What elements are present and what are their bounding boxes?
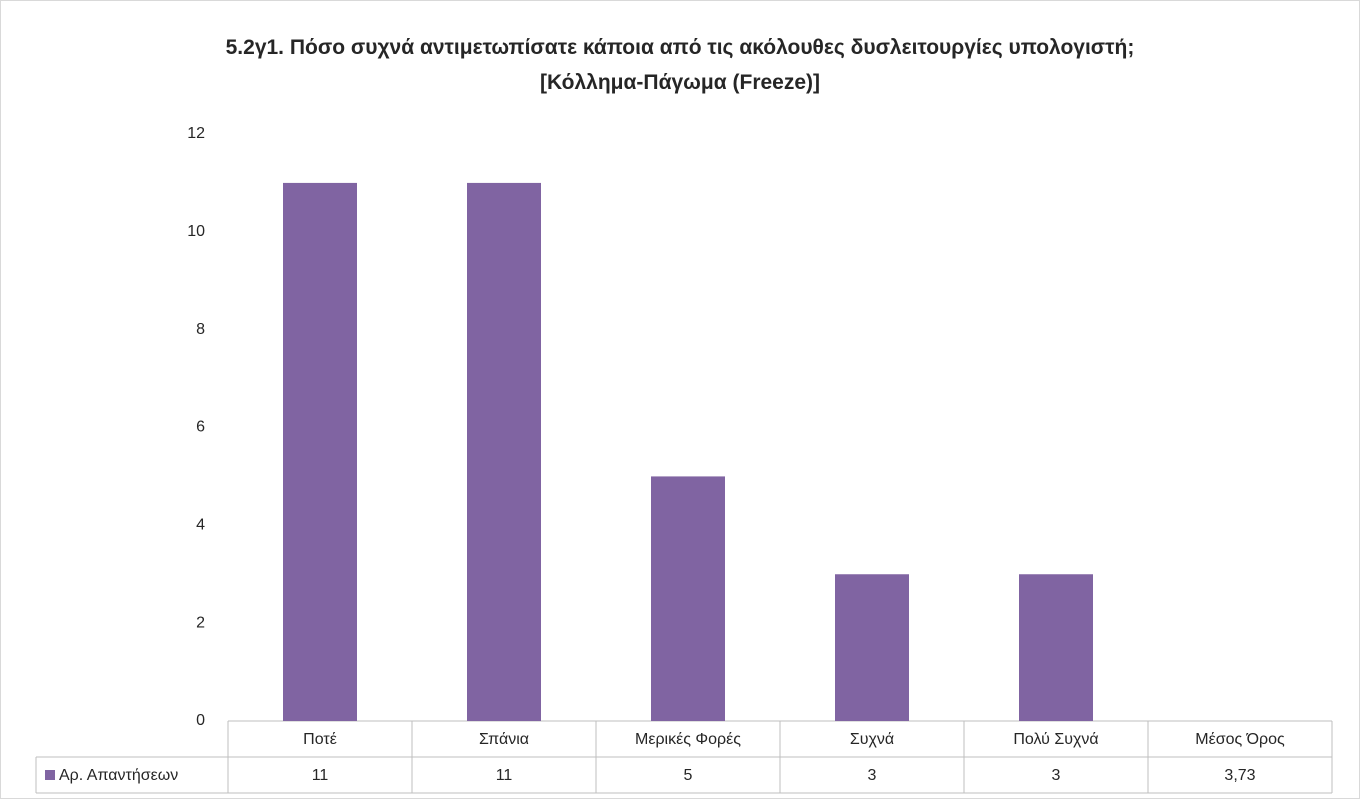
x-tick-label: Πολύ Συχνά [1013,731,1098,748]
table-cell: 3,73 [1224,767,1255,784]
y-tick-label: 2 [196,614,205,631]
y-tick-label: 6 [196,419,205,436]
y-tick-label: 10 [187,223,205,240]
legend-swatch [45,770,55,780]
y-tick-label: 0 [196,712,205,729]
bar [1019,574,1093,721]
y-tick-label: 12 [187,125,205,142]
bar [835,574,909,721]
y-tick-label: 8 [196,321,205,338]
x-tick-label: Ποτέ [303,731,337,748]
bar [467,182,541,721]
x-tick-label: Συχνά [850,731,894,748]
table-cell: 3 [1052,767,1061,784]
bar [651,476,725,721]
x-tick-label: Σπάνια [479,731,529,748]
bar [283,182,357,721]
table-cell: 5 [684,767,693,784]
legend-label: Αρ. Απαντήσεων [59,767,178,784]
table-cell: 11 [312,767,329,784]
table-cell: 3 [868,767,877,784]
table-cell: 11 [496,767,513,784]
y-tick-label: 4 [196,517,205,534]
x-tick-label: Μέσος Όρος [1195,731,1285,748]
chart-title: 5.2γ1. Πόσο συχνά αντιμετωπίσατε κάποια … [225,36,1135,94]
x-tick-label: Μερικές Φορές [635,731,741,748]
